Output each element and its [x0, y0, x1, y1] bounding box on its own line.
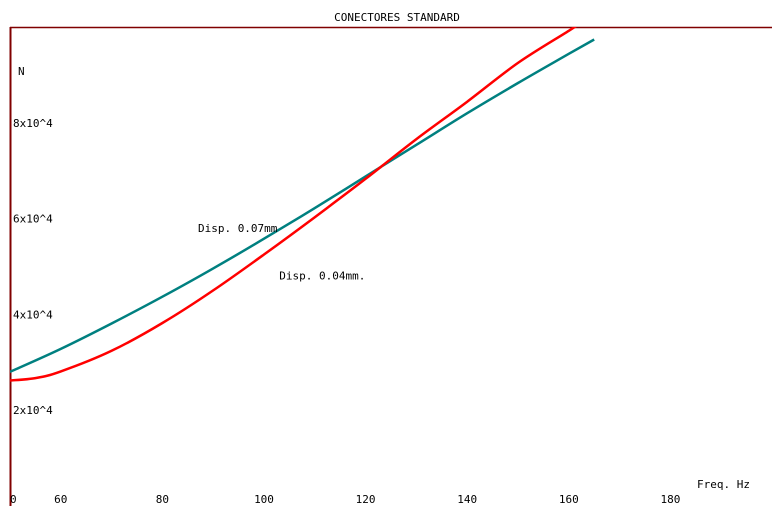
- x-tick-label: 160: [559, 493, 579, 506]
- x-tick-label: 120: [356, 493, 376, 506]
- x-tick-label: 60: [54, 493, 67, 506]
- chart-title: CONECTORES STANDARD: [334, 11, 460, 24]
- x-tick-label: 80: [156, 493, 169, 506]
- y-tick-label: 6x10^4: [13, 213, 53, 226]
- x-tick-label: 0: [10, 493, 17, 506]
- series-annotation: Disp. 0.07mm: [198, 222, 278, 235]
- series-line-0: [10, 38, 595, 374]
- x-tick-label: 180: [660, 493, 680, 506]
- y-tick-label: 4x10^4: [13, 308, 53, 321]
- series-line-1: [10, 27, 577, 382]
- series-lines: [10, 27, 595, 382]
- y-tick-label: 2x10^4: [13, 404, 53, 417]
- x-tick-labels: 0 60 80 100 120 140 160 180: [10, 493, 680, 506]
- y-axis-label: N: [18, 65, 25, 78]
- x-axis-label: Freq. Hz: [697, 478, 750, 491]
- annotations: Disp. 0.07mm Disp. 0.04mm.: [198, 222, 365, 282]
- y-tick-labels: 2x10^4 4x10^4 6x10^4 8x10^4: [13, 117, 53, 417]
- x-tick-label: 140: [457, 493, 477, 506]
- y-tick-label: 8x10^4: [13, 117, 53, 130]
- x-tick-label: 100: [254, 493, 274, 506]
- series-annotation: Disp. 0.04mm.: [279, 270, 365, 283]
